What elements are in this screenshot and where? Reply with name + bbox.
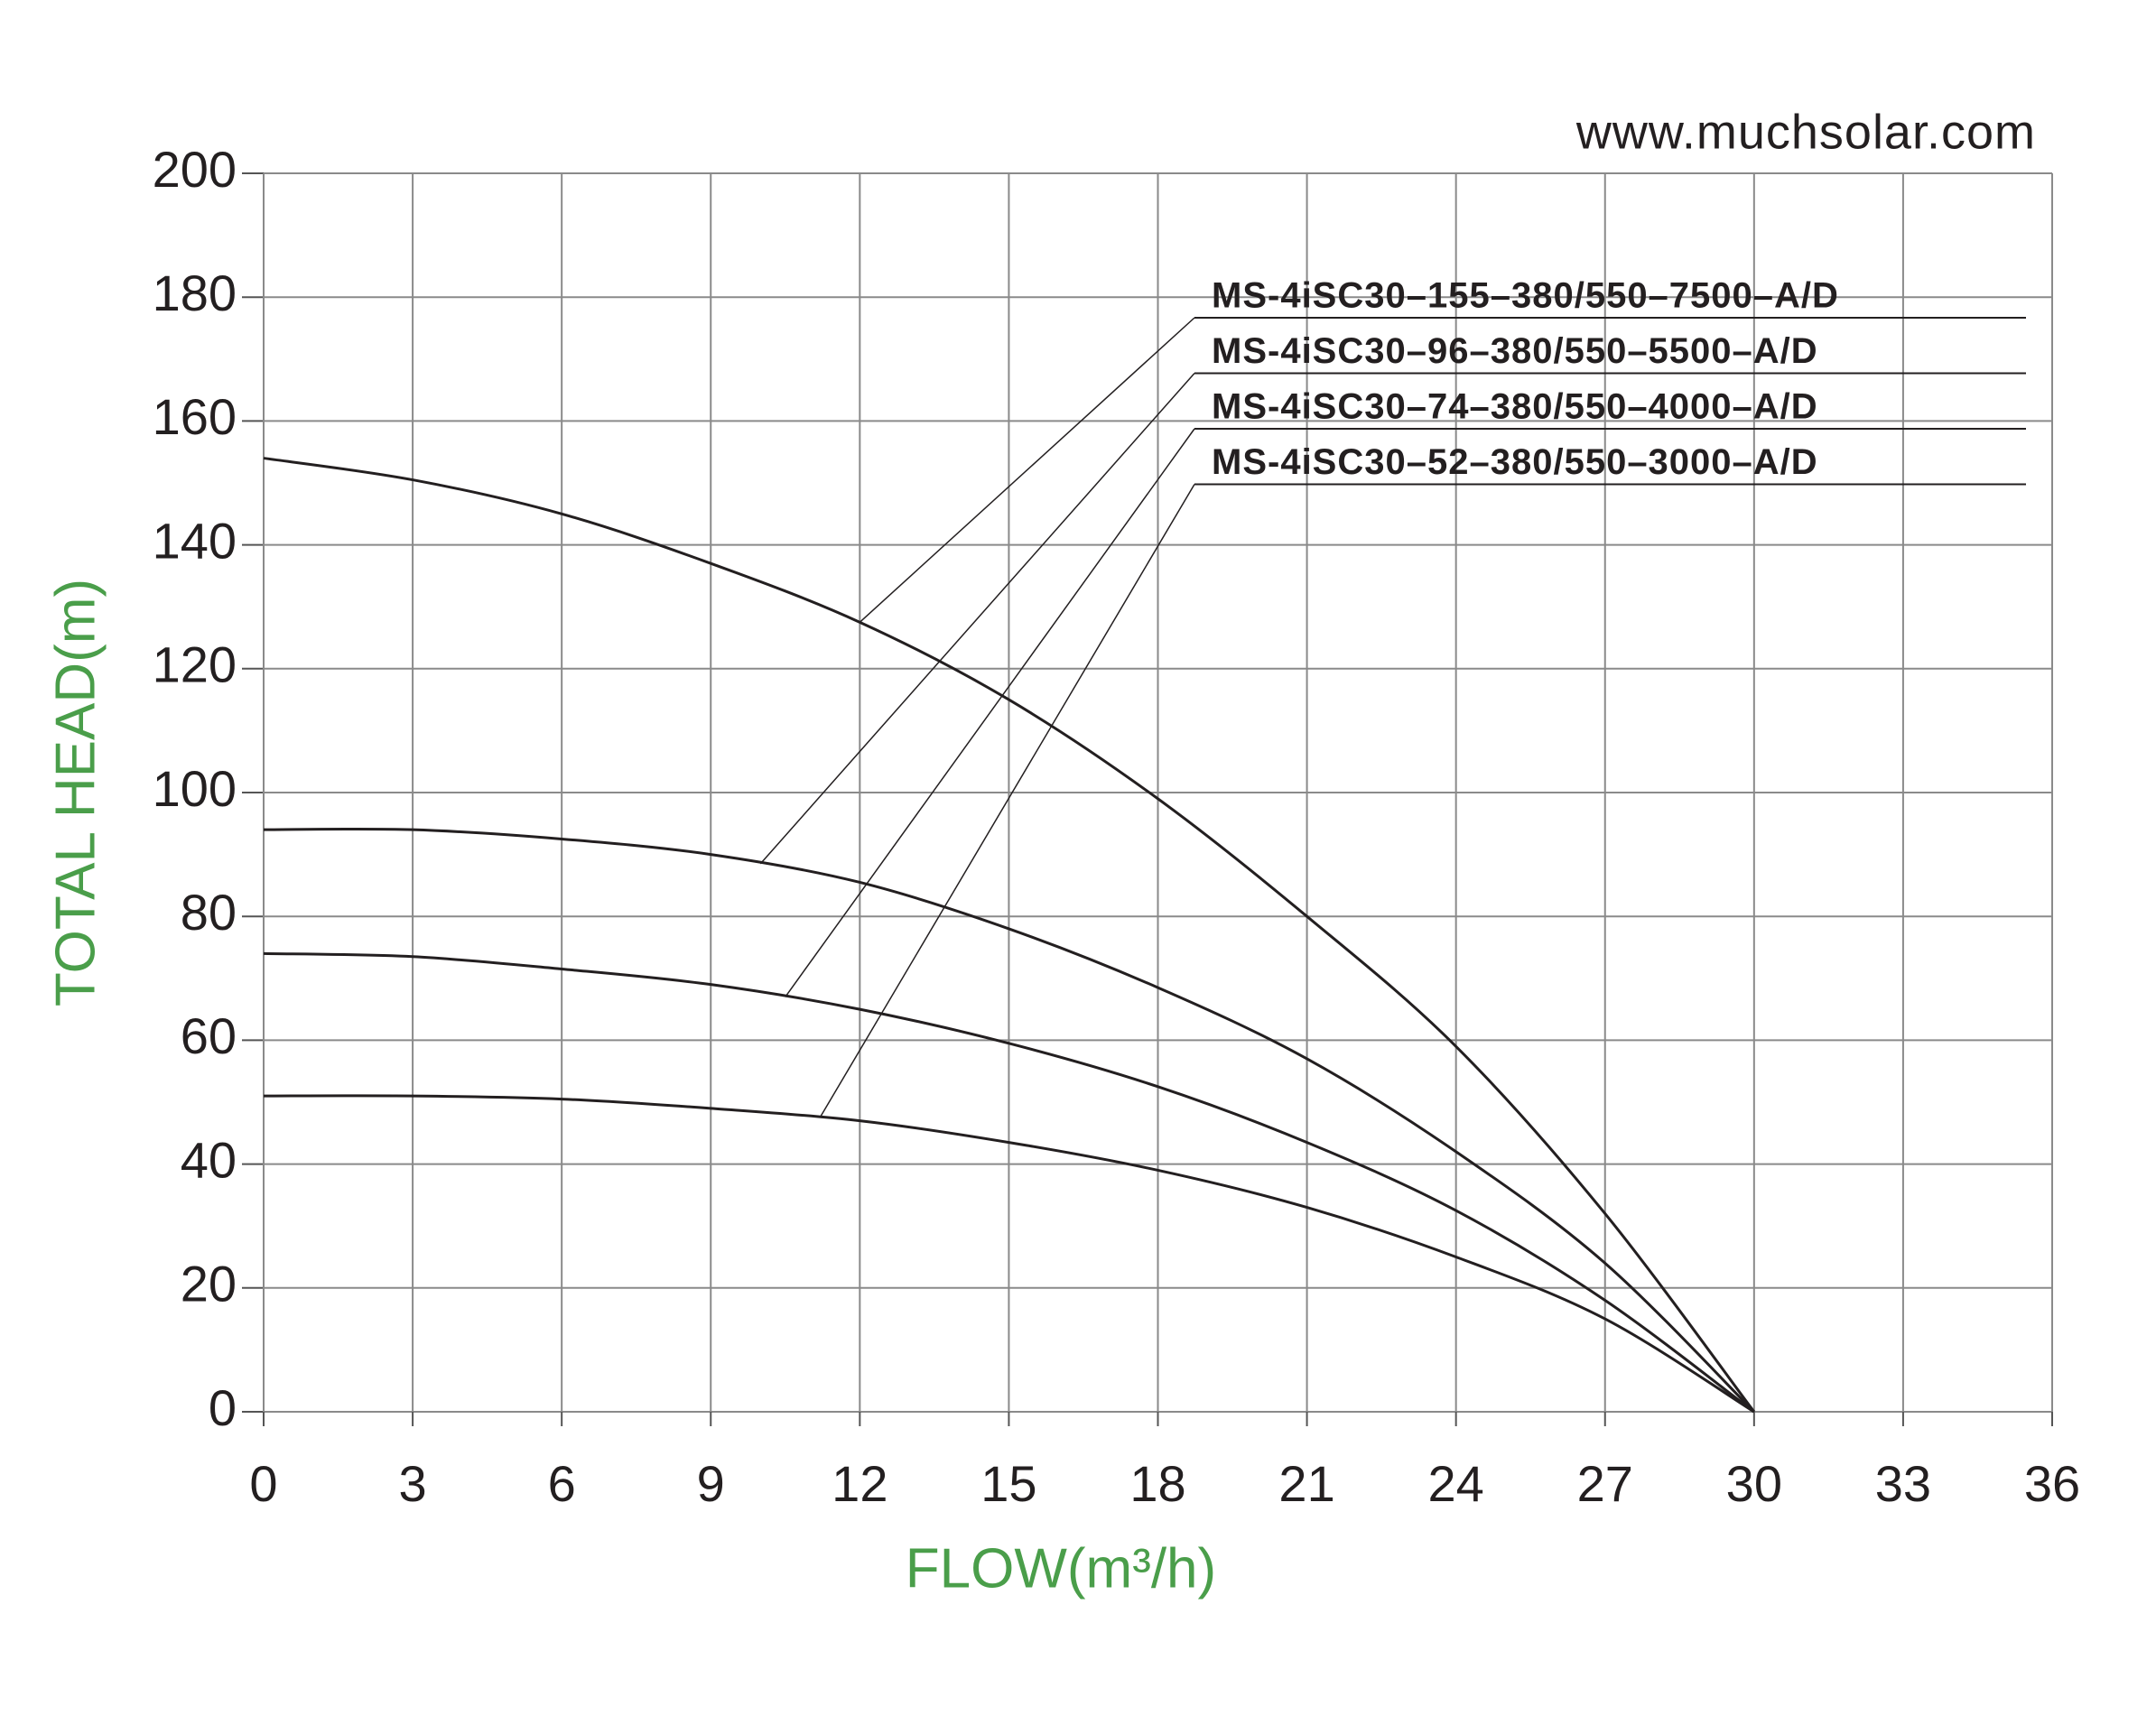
x-tick-label: 3 <box>399 1455 427 1512</box>
x-tick-label: 27 <box>1577 1455 1633 1512</box>
y-tick-label: 160 <box>153 388 237 445</box>
y-axis-label: TOTAL HEAD(m) <box>44 579 107 1006</box>
legend-label: MS-4iSC30–52–380/550–3000–A/D <box>1212 442 1818 482</box>
leader-line <box>859 317 1195 623</box>
x-tick-label: 15 <box>980 1455 1036 1512</box>
curve <box>263 457 1756 1413</box>
legend-label: MS-4iSC30–155–380/550–7500–A/D <box>1212 276 1839 316</box>
y-tick-label: 100 <box>153 760 237 817</box>
y-tick-label: 140 <box>153 512 237 569</box>
x-tick-label: 18 <box>1129 1455 1185 1512</box>
legend-label: MS-4iSC30–74–380/550–4000–A/D <box>1212 387 1818 427</box>
y-tick-label: 0 <box>209 1379 237 1436</box>
leader-line <box>785 428 1195 997</box>
legend-label: MS-4iSC30–96–380/550–5500–A/D <box>1212 331 1818 371</box>
x-tick-label: 6 <box>548 1455 576 1512</box>
x-tick-label: 9 <box>697 1455 725 1512</box>
leader-line <box>759 373 1195 865</box>
y-tick-label: 120 <box>153 636 237 693</box>
curve <box>263 1094 1755 1414</box>
y-tick-label: 200 <box>153 141 237 198</box>
x-tick-label: 12 <box>832 1455 887 1512</box>
y-tick-label: 80 <box>181 884 237 941</box>
y-tick-label: 40 <box>181 1131 237 1188</box>
x-tick-label: 21 <box>1278 1455 1334 1512</box>
x-tick-label: 0 <box>249 1455 277 1512</box>
source-label: www.muchsolar.com <box>1575 105 2036 159</box>
curve <box>263 827 1755 1414</box>
leader-line <box>819 484 1195 1118</box>
x-tick-label: 30 <box>1726 1455 1782 1512</box>
y-tick-label: 20 <box>181 1256 237 1312</box>
curve <box>263 951 1755 1414</box>
x-tick-label: 36 <box>2024 1455 2080 1512</box>
x-axis-label: FLOW(m³/h) <box>906 1537 1216 1600</box>
x-tick-label: 24 <box>1428 1455 1484 1512</box>
x-tick-label: 33 <box>1875 1455 1931 1512</box>
y-tick-label: 60 <box>181 1007 237 1064</box>
y-tick-label: 180 <box>153 264 237 321</box>
